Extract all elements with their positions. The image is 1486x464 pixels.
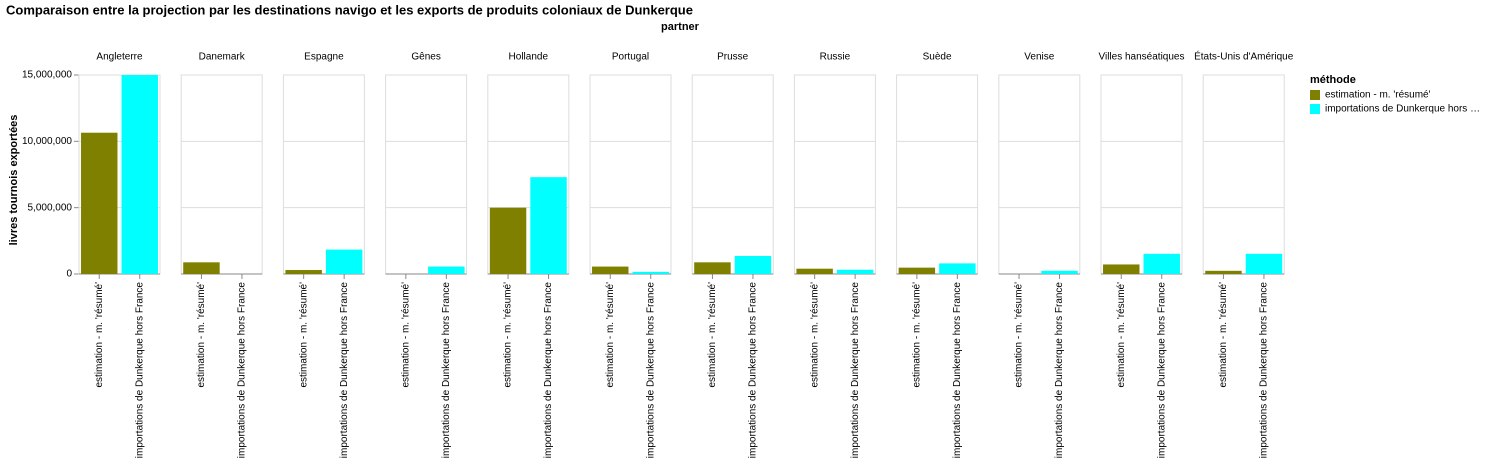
panel (282, 74, 365, 275)
facet-header: Russie (820, 52, 851, 63)
x-tick-label: importations de Dunkerque hors France (1156, 282, 1167, 459)
y-axis-label: livres tournois exportées (8, 115, 20, 246)
x-tick-label: estimation - m. 'résumé' (1014, 282, 1025, 388)
bar (285, 270, 322, 274)
x-tick-label: importations de Dunkerque hors France (134, 282, 145, 459)
bar (1205, 270, 1242, 274)
x-tick-label: importations de Dunkerque hors France (645, 282, 656, 459)
legend-label: importations de Dunkerque hors … (1325, 104, 1480, 115)
panel (896, 74, 979, 275)
panel (1202, 74, 1285, 275)
panel (589, 74, 672, 275)
facet-header: Angleterre (96, 52, 143, 63)
legend-label: estimation - m. 'résumé' (1325, 90, 1431, 101)
chart-title: Comparaison entre la projection par les … (6, 2, 693, 17)
facet-header: Prusse (717, 52, 749, 63)
x-tick-label: importations de Dunkerque hors France (237, 282, 248, 459)
bar (898, 267, 936, 274)
x-tick-label: estimation - m. 'résumé' (503, 282, 514, 388)
x-tick-label: estimation - m. 'résumé' (400, 282, 411, 388)
x-tick-label: estimation - m. 'résumé' (1116, 282, 1127, 388)
facet-header: Espagne (304, 52, 344, 63)
panel (998, 74, 1081, 275)
x-tick-label: estimation - m. 'résumé' (707, 282, 718, 388)
legend-swatch (1310, 90, 1320, 100)
panel (793, 74, 876, 275)
facet-header: Portugal (612, 52, 649, 63)
bar (121, 75, 158, 274)
legend-swatch (1310, 104, 1320, 114)
panel (180, 74, 263, 275)
x-tick-label: importations de Dunkerque hors France (339, 282, 350, 459)
bar (939, 263, 976, 274)
y-tick-label: 10,000,000 (22, 136, 72, 147)
x-tick-label: estimation - m. 'résumé' (196, 282, 207, 388)
y-tick-label: 5,000,000 (28, 202, 73, 213)
x-tick-label: importations de Dunkerque hors France (952, 282, 963, 459)
x-tick-label: importations de Dunkerque hors France (1054, 282, 1065, 459)
y-tick-label: 0 (66, 269, 72, 280)
facet-title: partner (661, 21, 700, 33)
facet-header: Danemark (199, 52, 246, 63)
x-tick-label: estimation - m. 'résumé' (298, 282, 309, 388)
bar (428, 266, 465, 274)
bar (183, 262, 220, 274)
x-tick-label: importations de Dunkerque hors France (441, 282, 452, 459)
x-tick-label: estimation - m. 'résumé' (809, 282, 820, 388)
x-tick-label: importations de Dunkerque hors France (850, 282, 861, 459)
bar (1041, 270, 1078, 274)
bar (734, 255, 772, 274)
x-tick-label: estimation - m. 'résumé' (911, 282, 922, 388)
y-tick-label: 15,000,000 (22, 70, 72, 81)
x-tick-label: importations de Dunkerque hors France (1259, 282, 1270, 459)
facet-header: Gênes (411, 52, 440, 63)
bar (694, 262, 731, 274)
bar (1245, 253, 1283, 274)
panel (691, 74, 774, 275)
bar (81, 132, 118, 274)
facet-header: Suède (923, 52, 952, 63)
bar (530, 177, 567, 274)
bar (836, 269, 874, 274)
bar (1103, 264, 1140, 274)
bar (796, 268, 833, 274)
facet-header: États-Unis d'Amérique (1194, 50, 1294, 63)
bar (632, 271, 669, 274)
x-tick-label: estimation - m. 'résumé' (94, 282, 105, 388)
panel (1100, 74, 1183, 275)
legend-title: méthode (1310, 74, 1356, 86)
x-tick-label: importations de Dunkerque hors France (748, 282, 759, 459)
x-tick-label: importations de Dunkerque hors France (543, 282, 554, 459)
x-tick-label: estimation - m. 'résumé' (1218, 282, 1229, 388)
facet-header: Venise (1024, 52, 1054, 63)
x-tick-label: estimation - m. 'résumé' (605, 282, 616, 388)
bar (1143, 253, 1180, 274)
bar (489, 207, 527, 274)
bar (325, 249, 363, 274)
facet-header: Hollande (509, 52, 549, 63)
bar (592, 266, 629, 274)
facet-header: Villes hanséatiques (1099, 52, 1185, 63)
panel (385, 74, 468, 275)
